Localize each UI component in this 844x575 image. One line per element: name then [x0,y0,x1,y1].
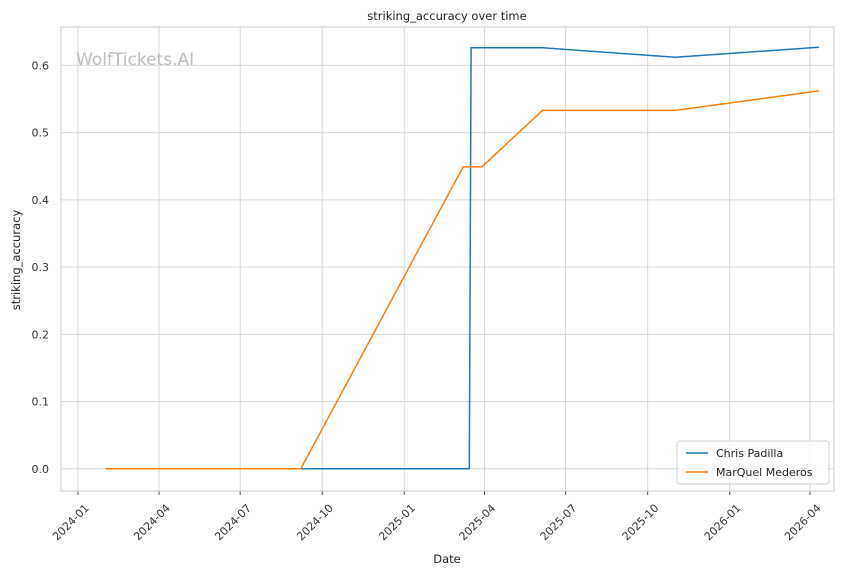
x-axis-label: Date [433,552,461,566]
legend: Chris Padilla MarQuel Mederos [676,440,830,485]
x-tick-label: 2026-04 [782,502,824,544]
y-tick-labels: 0.0 0.1 0.2 0.3 0.4 0.5 0.6 [32,59,50,475]
x-tick-labels: 2024-01 2024-04 2024-07 2024-10 2025-01 2025-… [50,502,824,544]
x-tick-label: 2025-04 [457,502,499,544]
y-tick-label: 0.1 [32,396,50,409]
legend-label-1: MarQuel Mederos [716,466,813,479]
x-tick-label: 2024-07 [212,502,254,544]
y-tick-label: 0.0 [32,463,50,476]
series-lines [105,46,819,470]
watermark: WolfTickets.AI [76,50,194,70]
y-axis-label: striking_accuracy [9,210,23,311]
plot-frame [60,26,835,492]
y-tick-label: 0.6 [32,59,50,72]
chart-title: striking_accuracy over time [367,9,526,23]
y-tick-label: 0.4 [32,194,50,207]
x-tick-label: 2024-01 [50,502,92,544]
y-tick-label: 0.5 [32,127,50,140]
legend-box [676,440,830,485]
x-tick-label: 2025-07 [538,502,580,544]
x-tick-label: 2026-01 [702,502,744,544]
grid [61,27,834,495]
x-tick-label: 2025-01 [376,502,418,544]
y-tick-label: 0.2 [32,328,50,341]
x-tick-label: 2025-10 [620,502,662,544]
x-tick-label: 2024-04 [131,502,173,544]
series-line-1 [105,90,819,470]
y-tick-label: 0.3 [32,261,50,274]
legend-label-0: Chris Padilla [716,447,783,460]
x-tick-label: 2024-10 [294,502,336,544]
series-line-0 [182,46,819,470]
